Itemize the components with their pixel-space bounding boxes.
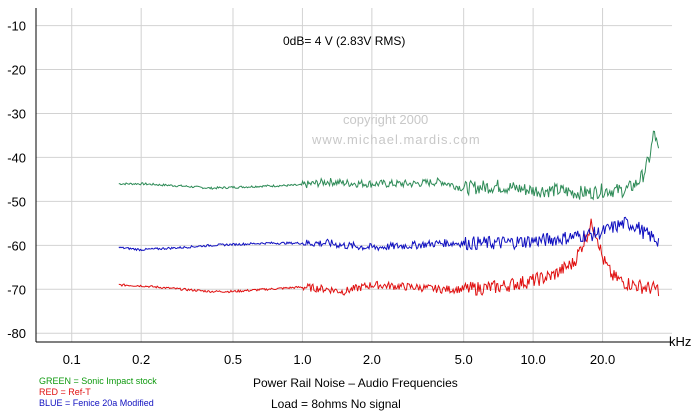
- watermark-line-1: copyright 2000: [343, 112, 428, 127]
- x-tick-label: 0.1: [63, 352, 81, 367]
- series-line-red: [118, 218, 660, 297]
- y-tick-label: -10: [7, 19, 26, 34]
- y-tick-label: -60: [7, 238, 26, 253]
- x-tick-label: 5.0: [455, 352, 473, 367]
- y-tick-label: -70: [7, 282, 26, 297]
- y-tick-label: -40: [7, 150, 26, 165]
- x-tick-label: 0.5: [224, 352, 242, 367]
- legend: GREEN = Sonic Impact stock RED = Ref-T B…: [39, 376, 157, 409]
- x-axis-label: kHz: [669, 334, 691, 349]
- legend-entry-red: RED = Ref-T: [39, 387, 91, 397]
- series-line-blue: [118, 216, 660, 252]
- x-tick-label: 10.0: [520, 352, 545, 367]
- chart-subtitle: Load = 8ohms No signal: [271, 397, 401, 411]
- y-tick-label: -30: [7, 106, 26, 121]
- series-line-green: [118, 130, 660, 201]
- x-tick-label: 0.2: [132, 352, 150, 367]
- x-tick-label: 20.0: [590, 352, 615, 367]
- legend-entry-green: GREEN = Sonic Impact stock: [39, 376, 157, 386]
- watermark-line-2: www.michael.mardis.com: [311, 132, 481, 147]
- y-tick-label: -20: [7, 63, 26, 78]
- chart-title: Power Rail Noise – Audio Frequencies: [253, 376, 458, 390]
- x-tick-label: 1.0: [293, 352, 311, 367]
- y-tick-label: -80: [7, 326, 26, 341]
- legend-entry-blue: BLUE = Fenice 20a Modified: [39, 398, 154, 408]
- x-tick-label: 2.0: [363, 352, 381, 367]
- reference-annotation: 0dB= 4 V (2.83V RMS): [283, 34, 406, 48]
- y-tick-label: -50: [7, 194, 26, 209]
